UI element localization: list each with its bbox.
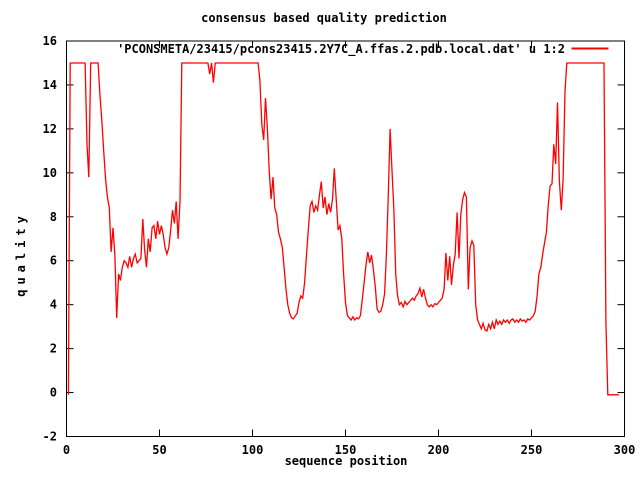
x-axis-label: sequence position: [285, 454, 408, 468]
y-tick-label: 16: [43, 34, 57, 48]
legend-label: 'PCONSMETA/23415/pcons23415.2Y7C_A.ffas.…: [117, 42, 565, 57]
y-tick-label: 0: [50, 386, 57, 400]
y-tick-label: 12: [43, 122, 57, 136]
axis-tick-labels: 0 50 100 150 200 250 300 -2 0 2 4 6 8 10 12 14 16: [43, 34, 636, 457]
x-tick-label: 150: [335, 443, 357, 457]
y-tick-label: 4: [50, 298, 57, 312]
x-tick-label: 0: [63, 443, 70, 457]
y-tick-label: 6: [50, 254, 57, 268]
y-tick-label: 2: [50, 342, 57, 356]
x-tick-label: 100: [242, 443, 264, 457]
y-tick-label: 10: [43, 166, 57, 180]
data-series-line: [67, 62, 619, 396]
y-tick-label: -2: [43, 430, 57, 444]
y-tick-label: 8: [50, 210, 57, 224]
x-tick-label: 50: [152, 443, 166, 457]
chart-title: consensus based quality prediction: [201, 11, 447, 25]
x-tick-label: 200: [428, 443, 450, 457]
x-tick-label: 300: [614, 443, 636, 457]
plot-border: [66, 40, 625, 437]
y-axis-label: quality: [14, 211, 28, 297]
y-tick-label: 14: [43, 78, 57, 92]
axis-tick-marks: [66, 40, 625, 437]
x-tick-label: 250: [521, 443, 543, 457]
